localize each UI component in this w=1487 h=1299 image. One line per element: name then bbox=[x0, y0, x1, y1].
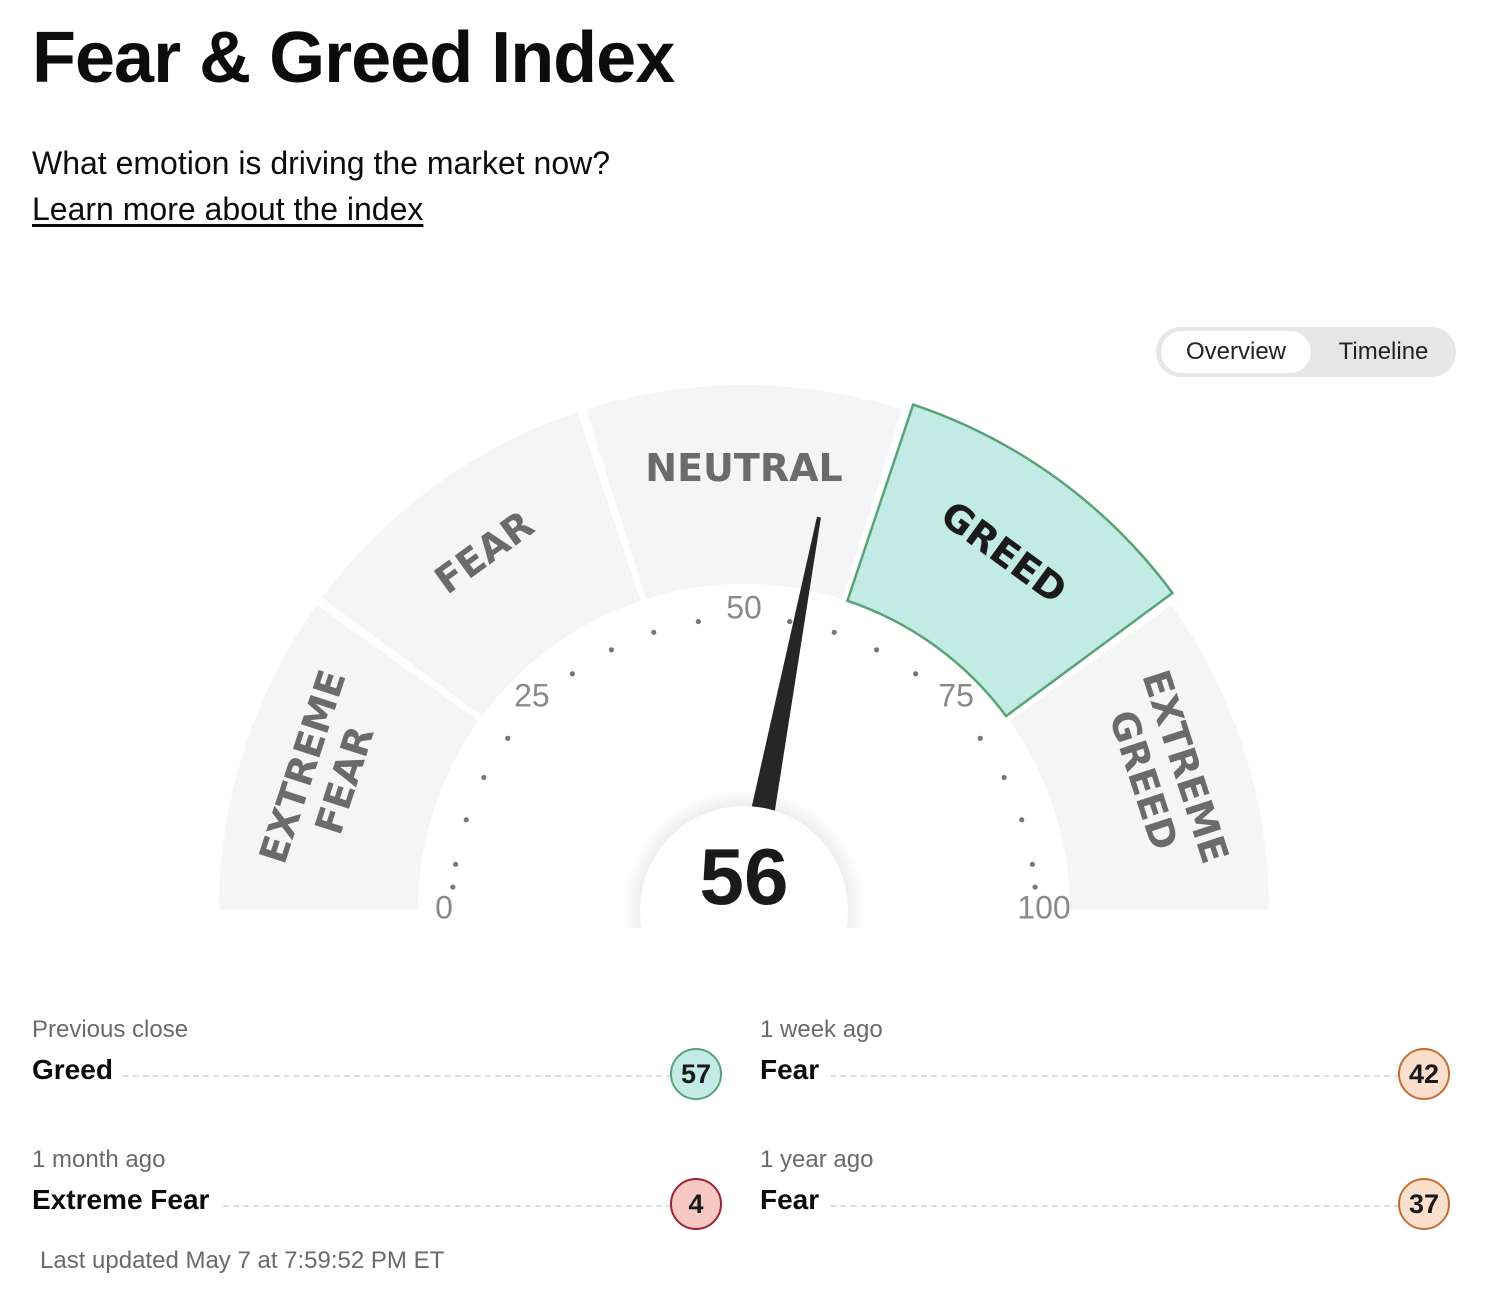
tab-timeline[interactable]: Timeline bbox=[1338, 338, 1429, 365]
tick-dot bbox=[608, 647, 615, 653]
tab-overview[interactable]: Overview bbox=[1161, 331, 1311, 373]
tick-dot bbox=[505, 735, 511, 741]
tick-dot bbox=[651, 629, 657, 635]
history-1-year-ago: 1 year ago Fear 37 bbox=[760, 1146, 1450, 1246]
history-rating: Greed bbox=[32, 1054, 123, 1086]
segment-fear[interactable] bbox=[321, 412, 641, 717]
history-period: 1 week ago bbox=[760, 1016, 883, 1043]
history-1-month-ago: 1 month ago Extreme Fear 4 bbox=[32, 1146, 722, 1246]
tick-label-0: 0 bbox=[435, 889, 453, 925]
history-value-badge: 4 bbox=[670, 1178, 722, 1230]
history-value-badge: 42 bbox=[1398, 1048, 1450, 1100]
view-toggle: Overview Timeline bbox=[1156, 327, 1456, 377]
learn-more-link[interactable]: Learn more about the index bbox=[32, 191, 424, 227]
tick-dot bbox=[1032, 884, 1038, 890]
page-subtitle: What emotion is driving the market now? bbox=[32, 145, 611, 181]
history-period: Previous close bbox=[32, 1016, 189, 1043]
history-dotted-line bbox=[32, 1075, 682, 1077]
history-dotted-line bbox=[760, 1205, 1410, 1207]
tick-label-50: 50 bbox=[726, 589, 762, 625]
segment-extreme-fear[interactable] bbox=[219, 605, 479, 910]
tick-dot bbox=[569, 671, 575, 677]
page-title: Fear & Greed Index bbox=[32, 18, 675, 98]
segment-greed[interactable] bbox=[845, 402, 1175, 718]
history-1-week-ago: 1 week ago Fear 42 bbox=[760, 1016, 1450, 1116]
history-value-badge: 37 bbox=[1398, 1178, 1450, 1230]
tick-dot bbox=[1029, 861, 1036, 867]
tick-dot bbox=[450, 884, 456, 890]
gauge-value: 56 bbox=[700, 832, 789, 921]
tick-label-100: 100 bbox=[1017, 889, 1070, 925]
gauge-needle bbox=[750, 516, 821, 819]
gauge-base-mask bbox=[560, 928, 930, 980]
tick-dot bbox=[452, 861, 459, 867]
history-period: 1 year ago bbox=[760, 1146, 874, 1173]
segment-extreme-greed[interactable] bbox=[1009, 605, 1269, 910]
history-rating: Fear bbox=[760, 1054, 830, 1086]
fear-greed-gauge: EXTREMEFEARFEARNEUTRALGREEDEXTREMEGREED … bbox=[219, 385, 1269, 980]
tick-dot bbox=[787, 618, 793, 625]
history-previous-close: Previous close Greed 57 bbox=[32, 1016, 722, 1116]
history-period: 1 month ago bbox=[32, 1146, 166, 1173]
history-value-badge: 57 bbox=[670, 1048, 722, 1100]
history-rating: Fear bbox=[760, 1184, 830, 1216]
tick-dot bbox=[695, 618, 701, 625]
tick-dot bbox=[1001, 774, 1007, 781]
tick-dot bbox=[481, 774, 487, 781]
tick-dot bbox=[463, 817, 469, 823]
history-rating: Extreme Fear bbox=[32, 1184, 220, 1216]
segment-neutral[interactable] bbox=[586, 385, 902, 600]
tick-dot bbox=[977, 735, 983, 741]
tick-dot bbox=[831, 629, 837, 635]
tick-label-75: 75 bbox=[938, 677, 974, 713]
tick-label-25: 25 bbox=[514, 677, 550, 713]
tick-dot bbox=[913, 671, 919, 677]
tick-dot bbox=[873, 647, 880, 653]
segment-label-neutral: NEUTRAL bbox=[645, 446, 842, 490]
history-dotted-line bbox=[760, 1075, 1410, 1077]
tick-dot bbox=[1019, 817, 1025, 823]
history-dotted-line bbox=[32, 1205, 682, 1207]
last-updated: Last updated May 7 at 7:59:52 PM ET bbox=[40, 1247, 445, 1274]
